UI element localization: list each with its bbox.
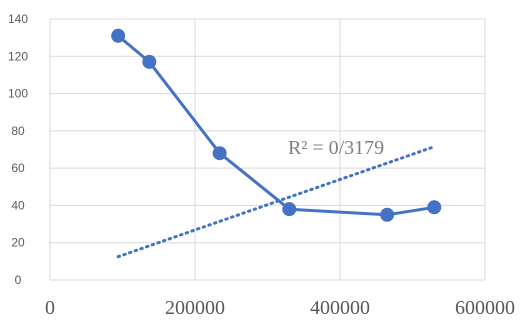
y-axis-tick-labels: 0 20 40 60 80 100 120 140 <box>8 12 28 287</box>
y-tick-label: 80 <box>11 124 25 138</box>
data-point <box>142 54 157 69</box>
r-squared-label: R² = 0/3179 <box>288 137 384 159</box>
y-tick-label: 100 <box>8 87 28 101</box>
data-point <box>282 202 297 217</box>
y-tick-label: 140 <box>8 12 28 26</box>
grid-lines <box>49 18 486 281</box>
x-tick-label: 600000 <box>455 297 515 319</box>
trendline-layer <box>116 145 436 259</box>
y-tick-label: 20 <box>11 236 25 250</box>
data-point <box>212 146 227 161</box>
x-axis-tick-labels: 0 200000 400000 600000 <box>45 297 515 319</box>
y-tick-label: 40 <box>11 198 25 212</box>
y-tick-label: 120 <box>8 49 28 63</box>
x-tick-label: 200000 <box>165 297 225 319</box>
x-tick-label: 0 <box>45 297 55 319</box>
data-point <box>111 28 126 43</box>
y-tick-label: 0 <box>15 273 22 287</box>
annotation-layer: R² = 0/3179 <box>288 137 384 159</box>
series-layer <box>111 28 442 222</box>
x-tick-label: 400000 <box>310 297 370 319</box>
data-point <box>427 200 442 215</box>
series-line <box>117 34 435 217</box>
y-tick-label: 60 <box>11 161 25 175</box>
data-point <box>380 207 395 222</box>
linear-trendline <box>116 145 436 259</box>
